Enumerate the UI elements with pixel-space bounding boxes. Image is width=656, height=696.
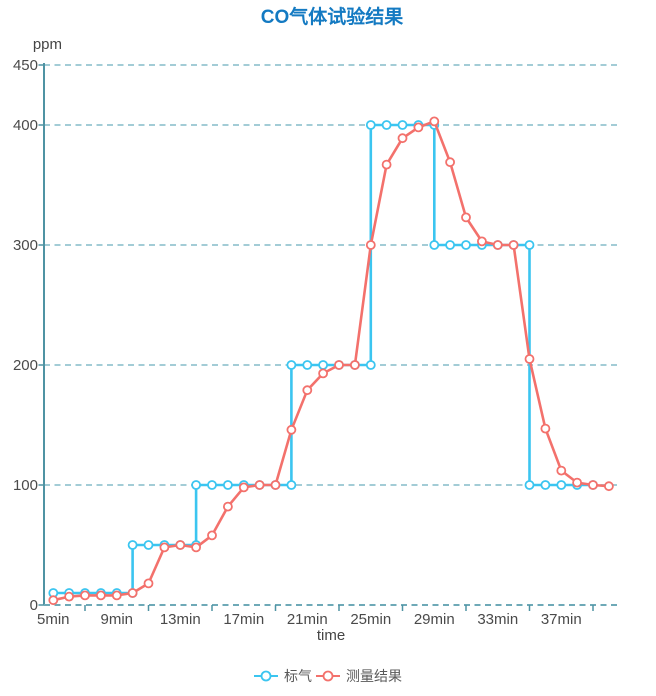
legend: 标气 测量结果 [254,668,402,684]
legend-label-measurement: 测量结果 [346,668,402,684]
data-point-measurement-result[interactable] [48,595,59,606]
data-point-standard-gas[interactable] [365,360,376,370]
x-axis-tick-label: 5min [37,611,70,628]
data-point-standard-gas[interactable] [222,480,233,490]
data-point-measurement-result[interactable] [349,360,360,370]
data-point-standard-gas[interactable] [127,540,138,550]
data-point-measurement-result[interactable] [604,481,614,492]
data-point-measurement-result[interactable] [143,578,154,589]
data-point-measurement-result[interactable] [254,480,265,490]
data-point-measurement-result[interactable] [80,590,90,601]
data-point-measurement-result[interactable] [365,240,376,250]
data-point-measurement-result[interactable] [508,240,519,250]
data-point-measurement-result[interactable] [318,368,329,379]
x-axis-tick-label: 37min [541,611,582,628]
data-point-standard-gas[interactable] [286,480,297,490]
data-point-measurement-result[interactable] [492,240,503,250]
y-axis-tick-label: 200 [13,357,38,374]
data-point-measurement-result[interactable] [302,385,313,396]
x-axis-tick-label: 33min [477,611,518,628]
x-axis-tick-label: 17min [223,611,264,628]
series-measurement-result [48,116,614,606]
data-point-measurement-result[interactable] [207,530,217,541]
data-point-standard-gas[interactable] [191,480,202,490]
data-point-measurement-result[interactable] [286,424,297,435]
chart-title: CO气体试验结果 [261,5,404,28]
x-axis-tick-label: 13min [160,611,201,628]
data-point-measurement-result[interactable] [159,542,170,553]
data-point-standard-gas[interactable] [286,360,297,370]
y-axis-tick-label: 400 [13,117,38,134]
y-axis-tick-label: 450 [13,57,38,74]
data-point-standard-gas[interactable] [365,120,376,130]
data-point-standard-gas[interactable] [524,480,535,490]
data-point-measurement-result[interactable] [222,501,233,512]
data-point-measurement-result[interactable] [381,159,392,170]
plot-area: 0 100 200 300 400 450 5min 9min 13min 17min 21min 2… [13,57,621,628]
data-point-measurement-result[interactable] [445,157,456,168]
legend-item-measurement[interactable]: 测量结果 [316,668,402,684]
data-point-measurement-result[interactable] [413,122,424,133]
data-point-standard-gas[interactable] [302,360,313,370]
data-point-standard-gas[interactable] [318,360,329,370]
data-point-standard-gas[interactable] [540,480,551,490]
standard-gas-line [51,123,595,595]
x-axis-tick-label: 9min [100,611,133,628]
data-point-standard-gas[interactable] [524,240,535,250]
data-point-measurement-result[interactable] [64,591,74,602]
data-point-measurement-result[interactable] [397,133,408,144]
y-axis-tick-label: 100 [13,477,38,494]
data-point-measurement-result[interactable] [334,360,344,370]
x-axis-name: time [317,627,345,644]
data-point-measurement-result[interactable] [270,480,281,490]
data-point-standard-gas[interactable] [461,240,471,250]
data-point-measurement-result[interactable] [588,480,598,490]
x-axis-tick-label: 21min [287,611,328,628]
y-axis-tick-label: 0 [30,597,38,614]
data-point-measurement-result[interactable] [96,590,106,601]
x-axis-tick-label: 29min [414,611,455,628]
x-axis-tick-label: 25min [350,611,391,628]
data-point-standard-gas[interactable] [445,240,456,250]
data-point-standard-gas[interactable] [143,540,154,550]
data-point-measurement-result[interactable] [429,116,440,127]
data-point-measurement-result[interactable] [461,212,471,223]
legend-item-standard-gas[interactable]: 标气 [254,668,312,684]
legend-circle-marker [322,670,334,682]
data-point-measurement-result[interactable] [127,588,138,598]
y-axis-tick-label: 300 [13,237,38,254]
y-axis-name: ppm [33,36,62,53]
data-point-standard-gas[interactable] [207,480,217,490]
data-point-standard-gas[interactable] [429,240,440,250]
data-point-measurement-result[interactable] [524,354,535,364]
data-point-measurement-result[interactable] [540,423,551,434]
data-point-measurement-result[interactable] [191,542,202,553]
series-standard-gas [48,120,598,598]
data-point-standard-gas[interactable] [397,120,408,130]
data-point-standard-gas[interactable] [556,480,567,490]
data-point-measurement-result[interactable] [572,477,582,488]
data-point-measurement-result[interactable] [175,540,186,550]
legend-circle-marker [260,670,272,682]
data-point-measurement-result[interactable] [111,590,122,601]
legend-label-standard-gas: 标气 [284,668,312,684]
data-point-measurement-result[interactable] [238,482,249,493]
data-point-measurement-result[interactable] [476,236,487,247]
data-point-measurement-result[interactable] [556,465,567,476]
data-point-standard-gas[interactable] [381,120,392,130]
